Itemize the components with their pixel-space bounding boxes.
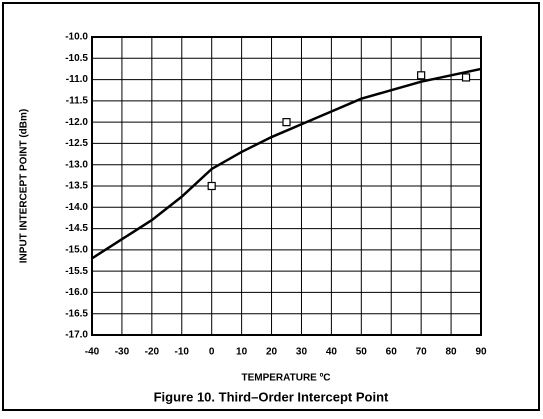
y-tick-label: -15.0 — [65, 244, 88, 255]
y-tick-label: -12.5 — [65, 138, 88, 149]
y-tick-label: -14.5 — [65, 223, 88, 234]
y-tick-label: -11.5 — [66, 95, 89, 106]
x-tick-label: 90 — [475, 347, 487, 358]
y-tick-label: -13.5 — [65, 181, 88, 192]
x-tick-label: 40 — [326, 347, 338, 358]
x-tick-label: -20 — [145, 347, 160, 358]
x-tick-label: 20 — [266, 347, 278, 358]
x-axis-label: TEMPERATURE ºC — [241, 373, 330, 384]
x-tick-label: 10 — [236, 347, 248, 358]
y-tick-label: -10.5 — [65, 53, 88, 64]
x-tick-label: -40 — [85, 347, 100, 358]
y-tick-label: -11.0 — [66, 74, 89, 85]
data-point — [282, 118, 291, 127]
plot-border — [91, 36, 482, 336]
x-tick-label: -30 — [115, 347, 130, 358]
y-tick-label: -17.0 — [65, 330, 88, 341]
x-tick-label: 30 — [296, 347, 308, 358]
y-axis-label: INPUT INTERCEPT POINT (dBm) — [19, 109, 30, 263]
caption: Figure 10. Third–Order Intercept Point — [154, 389, 389, 404]
y-tick-label: -16.5 — [65, 308, 88, 319]
x-tick-label: 80 — [446, 347, 458, 358]
data-point — [417, 71, 426, 80]
x-tick-label: 50 — [356, 347, 368, 358]
y-tick-label: -12.0 — [65, 117, 88, 128]
data-line — [91, 67, 482, 260]
x-tick-label: 60 — [386, 347, 398, 358]
x-tick-label: 70 — [416, 347, 428, 358]
y-tick-label: -13.0 — [65, 159, 88, 170]
x-tick-label: -10 — [175, 347, 190, 358]
y-tick-label: -14.0 — [65, 202, 88, 213]
x-tick-label: 0 — [209, 347, 215, 358]
y-tick-label: -16.0 — [65, 287, 88, 298]
data-point — [461, 73, 471, 82]
data-point — [207, 181, 216, 191]
frame — [2, 2, 540, 411]
y-tick-label: -10.0 — [65, 32, 88, 43]
y-tick-label: -15.5 — [65, 266, 88, 277]
